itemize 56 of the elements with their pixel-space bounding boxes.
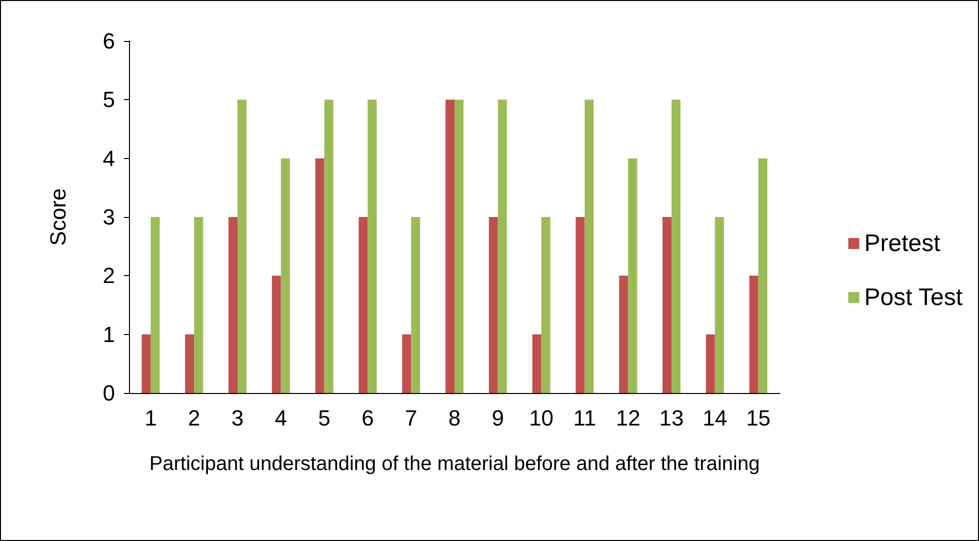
bar [150,217,160,393]
y-tick-label: 5 [102,87,115,112]
bar [402,334,412,393]
bar [488,217,498,393]
bar [706,334,715,393]
bar [576,217,585,393]
bar [228,217,238,393]
x-axis-title: Participant understanding of the material before and after the training [149,453,760,475]
y-tick-label: 1 [102,322,115,347]
x-tick-label: 3 [231,406,244,430]
bar [532,334,542,393]
bar [749,276,758,393]
bar [446,100,454,393]
bar [758,158,768,393]
x-tick-label: 13 [659,406,684,430]
bar [619,276,628,393]
x-tick-label: 7 [404,406,418,430]
bar [324,100,334,393]
bar [194,217,204,393]
bar [714,217,724,393]
y-tick-label: 2 [102,263,115,288]
y-tick-label: 6 [102,28,115,54]
x-tick-label: 15 [746,406,771,430]
legend-label: Post Test [864,284,963,311]
x-tick-label: 8 [448,406,461,430]
bar [142,334,151,393]
x-tick-label: 6 [362,406,374,430]
legend-label: Pretest [864,230,941,257]
bar [280,158,290,393]
bar [628,158,638,393]
bar [541,217,550,393]
x-tick-label: 14 [702,406,728,430]
x-tick-label: 12 [616,406,640,430]
x-tick-label: 11 [573,406,596,430]
y-axis-title: Score [46,188,70,246]
x-tick-label: 1 [144,406,157,430]
bar [185,334,194,393]
bar [358,217,368,393]
x-tick-label: 2 [188,406,200,430]
x-tick-label: 4 [274,406,288,430]
bar [584,100,594,393]
bar [272,276,281,393]
y-tick-label: 0 [102,380,115,406]
x-tick-label: 5 [318,406,330,430]
bar [498,100,507,393]
bar [315,158,324,393]
y-tick-label: 3 [102,204,115,230]
bar [454,100,464,393]
bar [238,100,246,393]
y-tick-label: 4 [102,146,115,171]
bar [672,100,680,393]
x-tick-label: 10 [529,406,554,430]
bar [662,217,672,393]
x-tick-label: 9 [492,406,504,430]
bar [411,217,420,393]
bar [368,100,377,393]
